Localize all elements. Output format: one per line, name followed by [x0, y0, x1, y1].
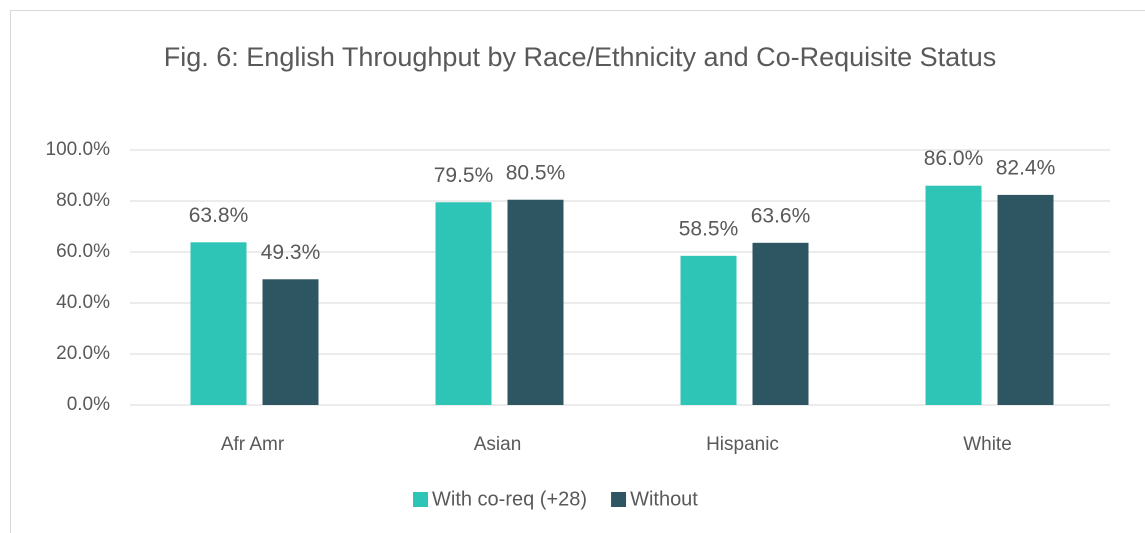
data-label: 63.8% — [189, 204, 249, 227]
y-tick-label: 40.0% — [56, 292, 110, 313]
x-tick-label: Hispanic — [706, 434, 779, 455]
legend-swatch — [611, 492, 627, 507]
data-label: 79.5% — [434, 164, 494, 187]
y-tick-label: 0.0% — [67, 394, 110, 415]
bar — [190, 242, 247, 405]
y-tick-label: 100.0% — [46, 139, 111, 160]
chart-frame — [10, 10, 1145, 533]
y-tick-label: 20.0% — [56, 343, 110, 364]
data-label: 82.4% — [996, 156, 1056, 179]
x-tick-label: White — [963, 434, 1012, 455]
legend-label: Without — [630, 488, 698, 510]
bar — [997, 194, 1054, 405]
bar — [752, 242, 809, 405]
bar — [435, 202, 492, 405]
bar — [925, 185, 982, 405]
data-label: 49.3% — [261, 241, 321, 264]
x-tick-label: Afr Amr — [221, 434, 285, 455]
y-tick-label: 60.0% — [56, 241, 110, 262]
x-tick-label: Asian — [474, 434, 522, 455]
bar — [262, 279, 319, 405]
data-label: 86.0% — [924, 147, 984, 170]
bar — [507, 199, 564, 405]
legend-swatch — [413, 492, 428, 507]
legend-label: With co-req (+28) — [432, 488, 587, 510]
data-label: 63.6% — [751, 204, 811, 227]
data-label: 58.5% — [679, 217, 739, 240]
y-tick-label: 80.0% — [56, 190, 110, 211]
data-label: 80.5% — [506, 161, 566, 184]
chart-title: Fig. 6: English Throughput by Race/Ethni… — [163, 42, 997, 72]
bar — [680, 255, 737, 405]
